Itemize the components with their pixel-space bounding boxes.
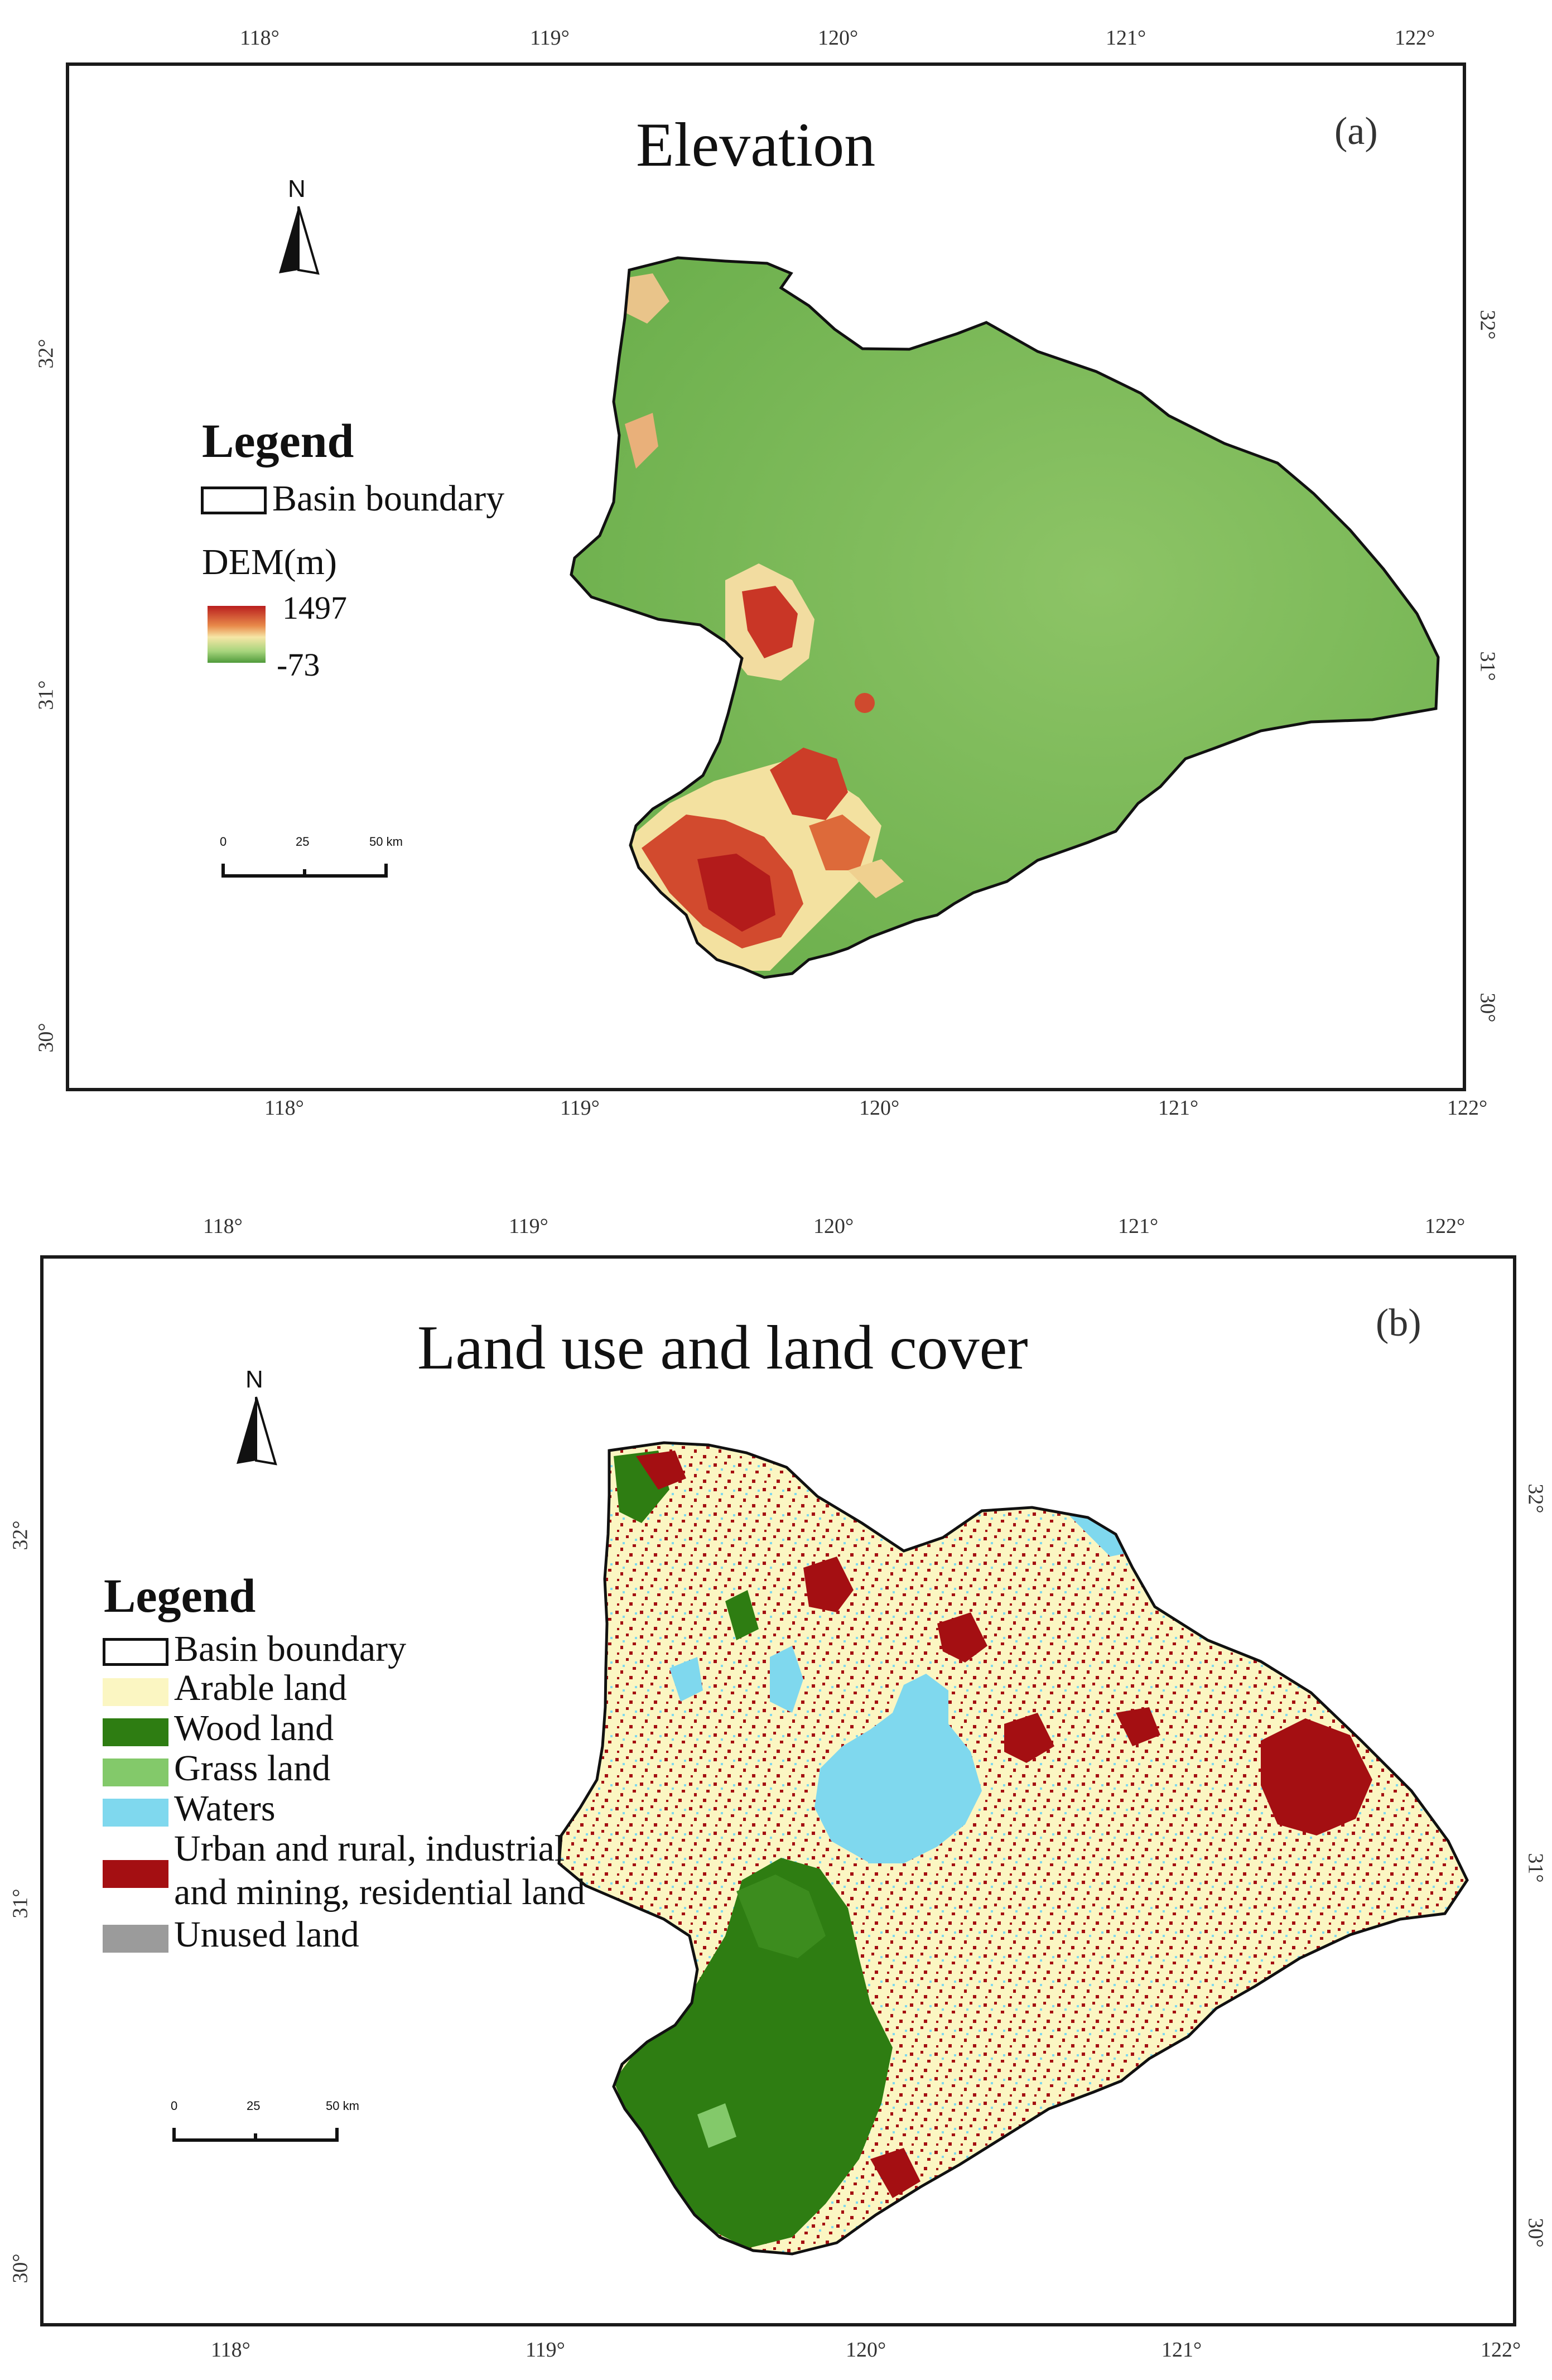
lon-tick-bottom: 122°	[1447, 1096, 1488, 1120]
lon-tick-bottom: 119°	[560, 1096, 600, 1120]
north-arrow-icon	[279, 206, 320, 275]
lon-tick-top: 121°	[1106, 26, 1146, 50]
scale-bar	[172, 2128, 339, 2142]
lon-tick-bottom: 119°	[526, 2338, 565, 2362]
scale-label: 50 km	[326, 2099, 359, 2113]
dem-max-label: 1497	[282, 590, 347, 626]
north-letter: N	[245, 1366, 263, 1393]
lon-tick-bottom: 122°	[1481, 2338, 1521, 2362]
lon-tick-top: 122°	[1425, 1215, 1466, 1238]
legend-label-unused: Unused land	[174, 1914, 359, 1955]
lon-tick-bottom: 121°	[1158, 1096, 1199, 1120]
legend-label-grass: Grass land	[174, 1748, 331, 1789]
scale-bar	[221, 864, 388, 878]
legend-heading: Legend	[202, 414, 354, 468]
dem-min-label: -73	[277, 647, 320, 683]
lon-tick-bottom: 118°	[264, 1096, 304, 1120]
basin-boundary-swatch	[201, 486, 267, 514]
north-letter: N	[288, 175, 306, 203]
legend-swatch-wood	[103, 1718, 168, 1746]
lon-tick-bottom: 120°	[859, 1096, 900, 1120]
dem-color-ramp	[208, 606, 266, 663]
lon-tick-bottom: 120°	[846, 2338, 886, 2362]
legend-label-waters: Waters	[174, 1788, 276, 1829]
lon-tick-top: 122°	[1395, 26, 1435, 50]
lon-tick-top: 121°	[1118, 1215, 1159, 1238]
basin-boundary-swatch	[103, 1638, 168, 1666]
lon-tick-top: 118°	[240, 26, 279, 50]
map-title: Land use and land cover	[417, 1313, 1028, 1382]
lon-tick-top: 119°	[530, 26, 570, 50]
scale-label: 25	[296, 835, 310, 849]
legend-dem-title: DEM(m)	[202, 542, 337, 582]
scale-label: 50 km	[369, 835, 403, 849]
map-title: Elevation	[636, 110, 876, 180]
legend-label-wood: Wood land	[174, 1708, 334, 1748]
legend-label-urban-line2: and mining, residential land	[174, 1872, 585, 1912]
legend-label-boundary: Basin boundary	[174, 1629, 407, 1669]
legend-swatch-waters	[103, 1799, 168, 1827]
legend-swatch-grass	[103, 1758, 168, 1786]
legend-label-arable: Arable land	[174, 1668, 347, 1708]
lon-tick-bottom: 118°	[211, 2338, 250, 2362]
lon-tick-top: 120°	[818, 26, 859, 50]
scale-label: 0	[220, 835, 227, 849]
elevation-map-panel: 118° 119° 120° 121° 122° 118° 119° 120° …	[0, 0, 1552, 1121]
legend-swatch-arable	[103, 1678, 168, 1706]
scale-label: 0	[171, 2099, 178, 2113]
lon-tick-top: 120°	[813, 1215, 854, 1238]
north-arrow-icon	[237, 1396, 277, 1466]
legend-label-boundary: Basin boundary	[272, 478, 505, 519]
lon-tick-top: 118°	[203, 1215, 243, 1238]
legend-swatch-urban	[103, 1860, 168, 1888]
panel-label: (b)	[1376, 1302, 1421, 1345]
legend-heading: Legend	[104, 1569, 256, 1622]
basin-boundary-outline	[570, 256, 1440, 979]
panel-label: (a)	[1334, 110, 1378, 153]
basin-boundary-outline	[557, 1441, 1469, 2256]
land-use-basin-map	[557, 1441, 1469, 2256]
lon-tick-bottom: 121°	[1161, 2338, 1202, 2362]
legend-swatch-unused	[103, 1925, 168, 1953]
elevation-basin-map	[570, 256, 1440, 979]
scale-label: 25	[247, 2099, 261, 2113]
land-use-map-panel: 118° 119° 120° 121° 122° 118° 119° 120° …	[0, 1166, 1552, 2380]
lon-tick-top: 119°	[509, 1215, 548, 1238]
legend-label-urban: Urban and rural, industrial	[174, 1828, 565, 1869]
